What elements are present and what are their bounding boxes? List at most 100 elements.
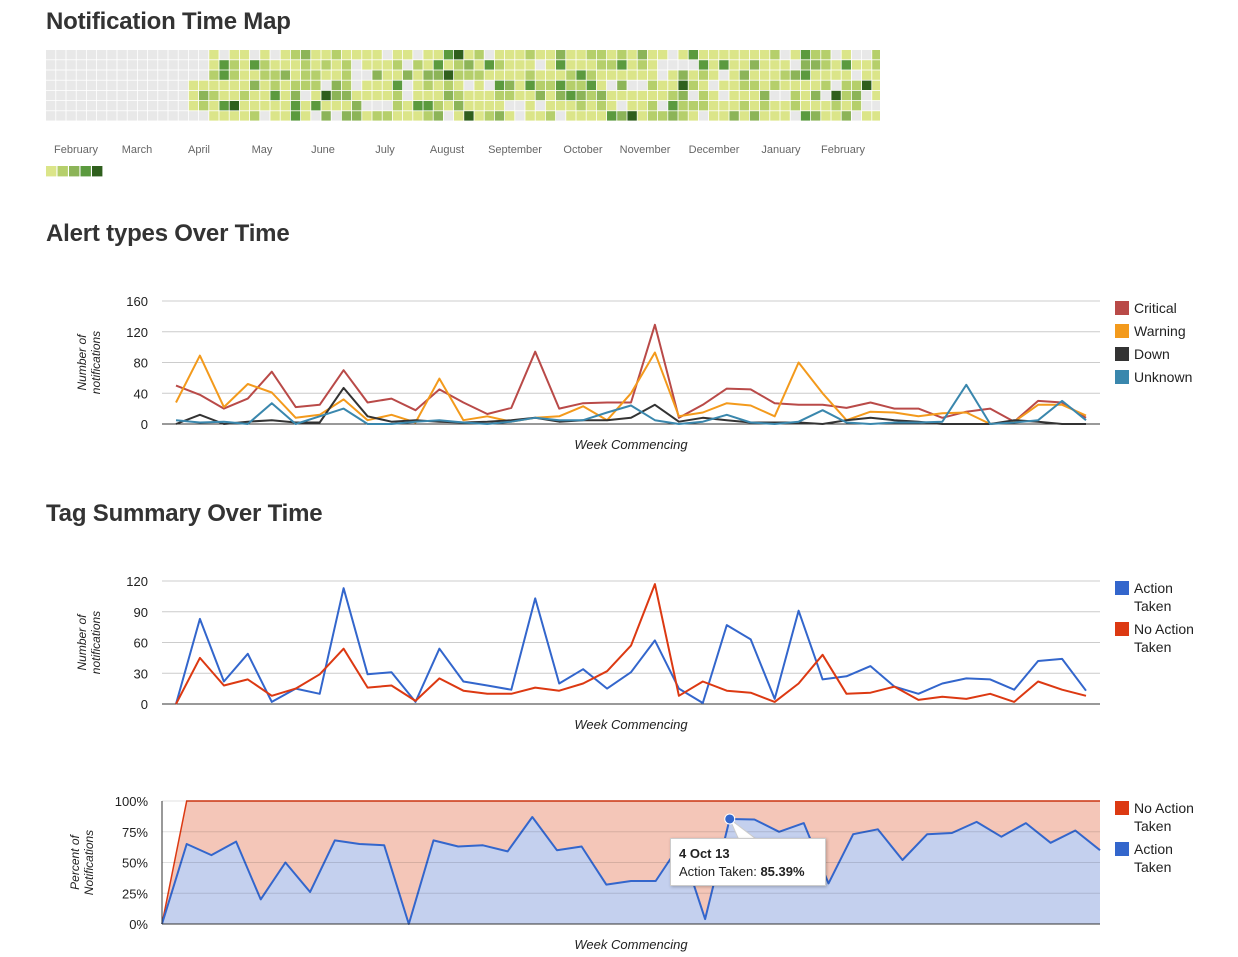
heatmap-cell <box>719 50 729 60</box>
heatmap-cell <box>556 111 566 121</box>
heatmap-month-label: May <box>252 144 273 156</box>
heatmap-cell <box>484 50 494 60</box>
heatmap-cell <box>107 50 117 60</box>
heatmap-cell <box>403 60 413 70</box>
heatmap-cell <box>158 50 168 60</box>
y-axis-label-line: Notifications <box>82 830 96 895</box>
y-tick-label: 75% <box>122 825 148 840</box>
heatmap-cell <box>851 90 862 101</box>
heatmap-cell <box>872 50 880 60</box>
heatmap-cell <box>780 101 790 111</box>
heatmap-cell <box>362 50 372 60</box>
heatmap-cell <box>535 50 545 60</box>
heatmap-cell <box>433 111 443 121</box>
heatmap-legend-swatch <box>92 166 103 177</box>
y-tick-label: 0% <box>129 917 148 932</box>
heatmap-cell <box>535 90 545 101</box>
heatmap-cell <box>250 70 260 80</box>
heatmap-cell <box>505 101 515 111</box>
heatmap-cell <box>627 70 637 80</box>
heatmap-cell <box>382 90 392 101</box>
heatmap-cell <box>607 70 617 80</box>
heatmap-cell <box>729 90 739 101</box>
alerts-title: Alert types Over Time <box>46 220 290 247</box>
heatmap-cell <box>86 80 97 90</box>
heatmap-cell <box>372 80 382 90</box>
heatmap-cell <box>780 60 790 70</box>
heatmap-cell <box>250 111 260 121</box>
heatmap-cell <box>311 50 321 60</box>
legend-label: No Action <box>1134 621 1194 637</box>
heatmap-cell <box>576 60 586 70</box>
heatmap-cell <box>739 50 749 60</box>
heatmap-cell <box>709 90 719 101</box>
heatmap-cell <box>188 90 199 101</box>
heatmap-cell <box>749 80 760 90</box>
heatmap-cell <box>811 50 821 60</box>
heatmap-cell <box>515 50 525 60</box>
heatmap-cell <box>382 70 392 80</box>
chart-tooltip: 4 Oct 13 Action Taken: 85.39% <box>670 838 826 886</box>
heatmap-cell <box>311 111 321 121</box>
heatmap-cell <box>668 50 678 60</box>
heatmap-cell <box>209 80 219 90</box>
heatmap-cell <box>199 80 209 90</box>
heatmap-cell <box>209 70 219 80</box>
heatmap-cell <box>760 60 770 70</box>
heatmap-cell <box>229 111 239 121</box>
heatmap-cell <box>821 90 831 101</box>
heatmap-cell <box>117 50 127 60</box>
heatmap-cell <box>607 60 617 70</box>
heatmap-cell <box>678 111 688 121</box>
heatmap-cell <box>494 101 505 111</box>
heatmap-cell <box>382 101 392 111</box>
heatmap-cell <box>688 80 698 90</box>
heatmap-cell <box>433 90 443 101</box>
heatmap-cell <box>668 101 678 111</box>
heatmap-cell <box>505 70 515 80</box>
heatmap-cell <box>56 80 66 90</box>
heatmap-cell <box>382 60 392 70</box>
heatmap-cell <box>188 80 199 90</box>
heatmap-cell <box>831 90 841 101</box>
heatmap-cell <box>321 90 331 101</box>
heatmap-cell <box>392 111 403 121</box>
heatmap-cell <box>515 70 525 80</box>
heatmap-cell <box>158 101 168 111</box>
heatmap-cell <box>423 80 433 90</box>
heatmap-cell <box>515 80 525 90</box>
heatmap-cell <box>872 111 880 121</box>
heatmap-cell <box>709 70 719 80</box>
heatmap-cell <box>382 111 392 121</box>
heatmap-cell <box>770 80 780 90</box>
heatmap-cell <box>362 70 372 80</box>
heatmap-cell <box>403 50 413 60</box>
heatmap-cell <box>770 60 780 70</box>
heatmap-cell <box>800 50 811 60</box>
heatmap-cell <box>637 50 647 60</box>
heatmap-cell <box>811 101 821 111</box>
heatmap-cell <box>321 60 331 70</box>
heatmap-cell <box>525 90 535 101</box>
heatmap-cell <box>811 70 821 80</box>
heatmap-cell <box>260 90 270 101</box>
heatmap-cell <box>229 80 239 90</box>
heatmap-cell <box>566 80 576 90</box>
heatmap-cell <box>474 80 484 90</box>
heatmap-cell <box>188 101 199 111</box>
heatmap-cell <box>362 60 372 70</box>
heatmap-cell <box>56 60 66 70</box>
legend-swatch <box>1115 622 1129 636</box>
heatmap-cell <box>403 70 413 80</box>
heatmap-cell <box>484 101 494 111</box>
heatmap-cell <box>760 80 770 90</box>
heatmap-cell <box>107 101 117 111</box>
heatmap-month-label: September <box>488 144 542 156</box>
heatmap-cell <box>698 111 709 121</box>
heatmap-cell <box>484 70 494 80</box>
heatmap-cell <box>780 80 790 90</box>
heatmap-cell <box>270 101 280 111</box>
heatmap-cell <box>423 111 433 121</box>
heatmap-cell <box>301 80 311 90</box>
heatmap-cell <box>86 111 97 121</box>
